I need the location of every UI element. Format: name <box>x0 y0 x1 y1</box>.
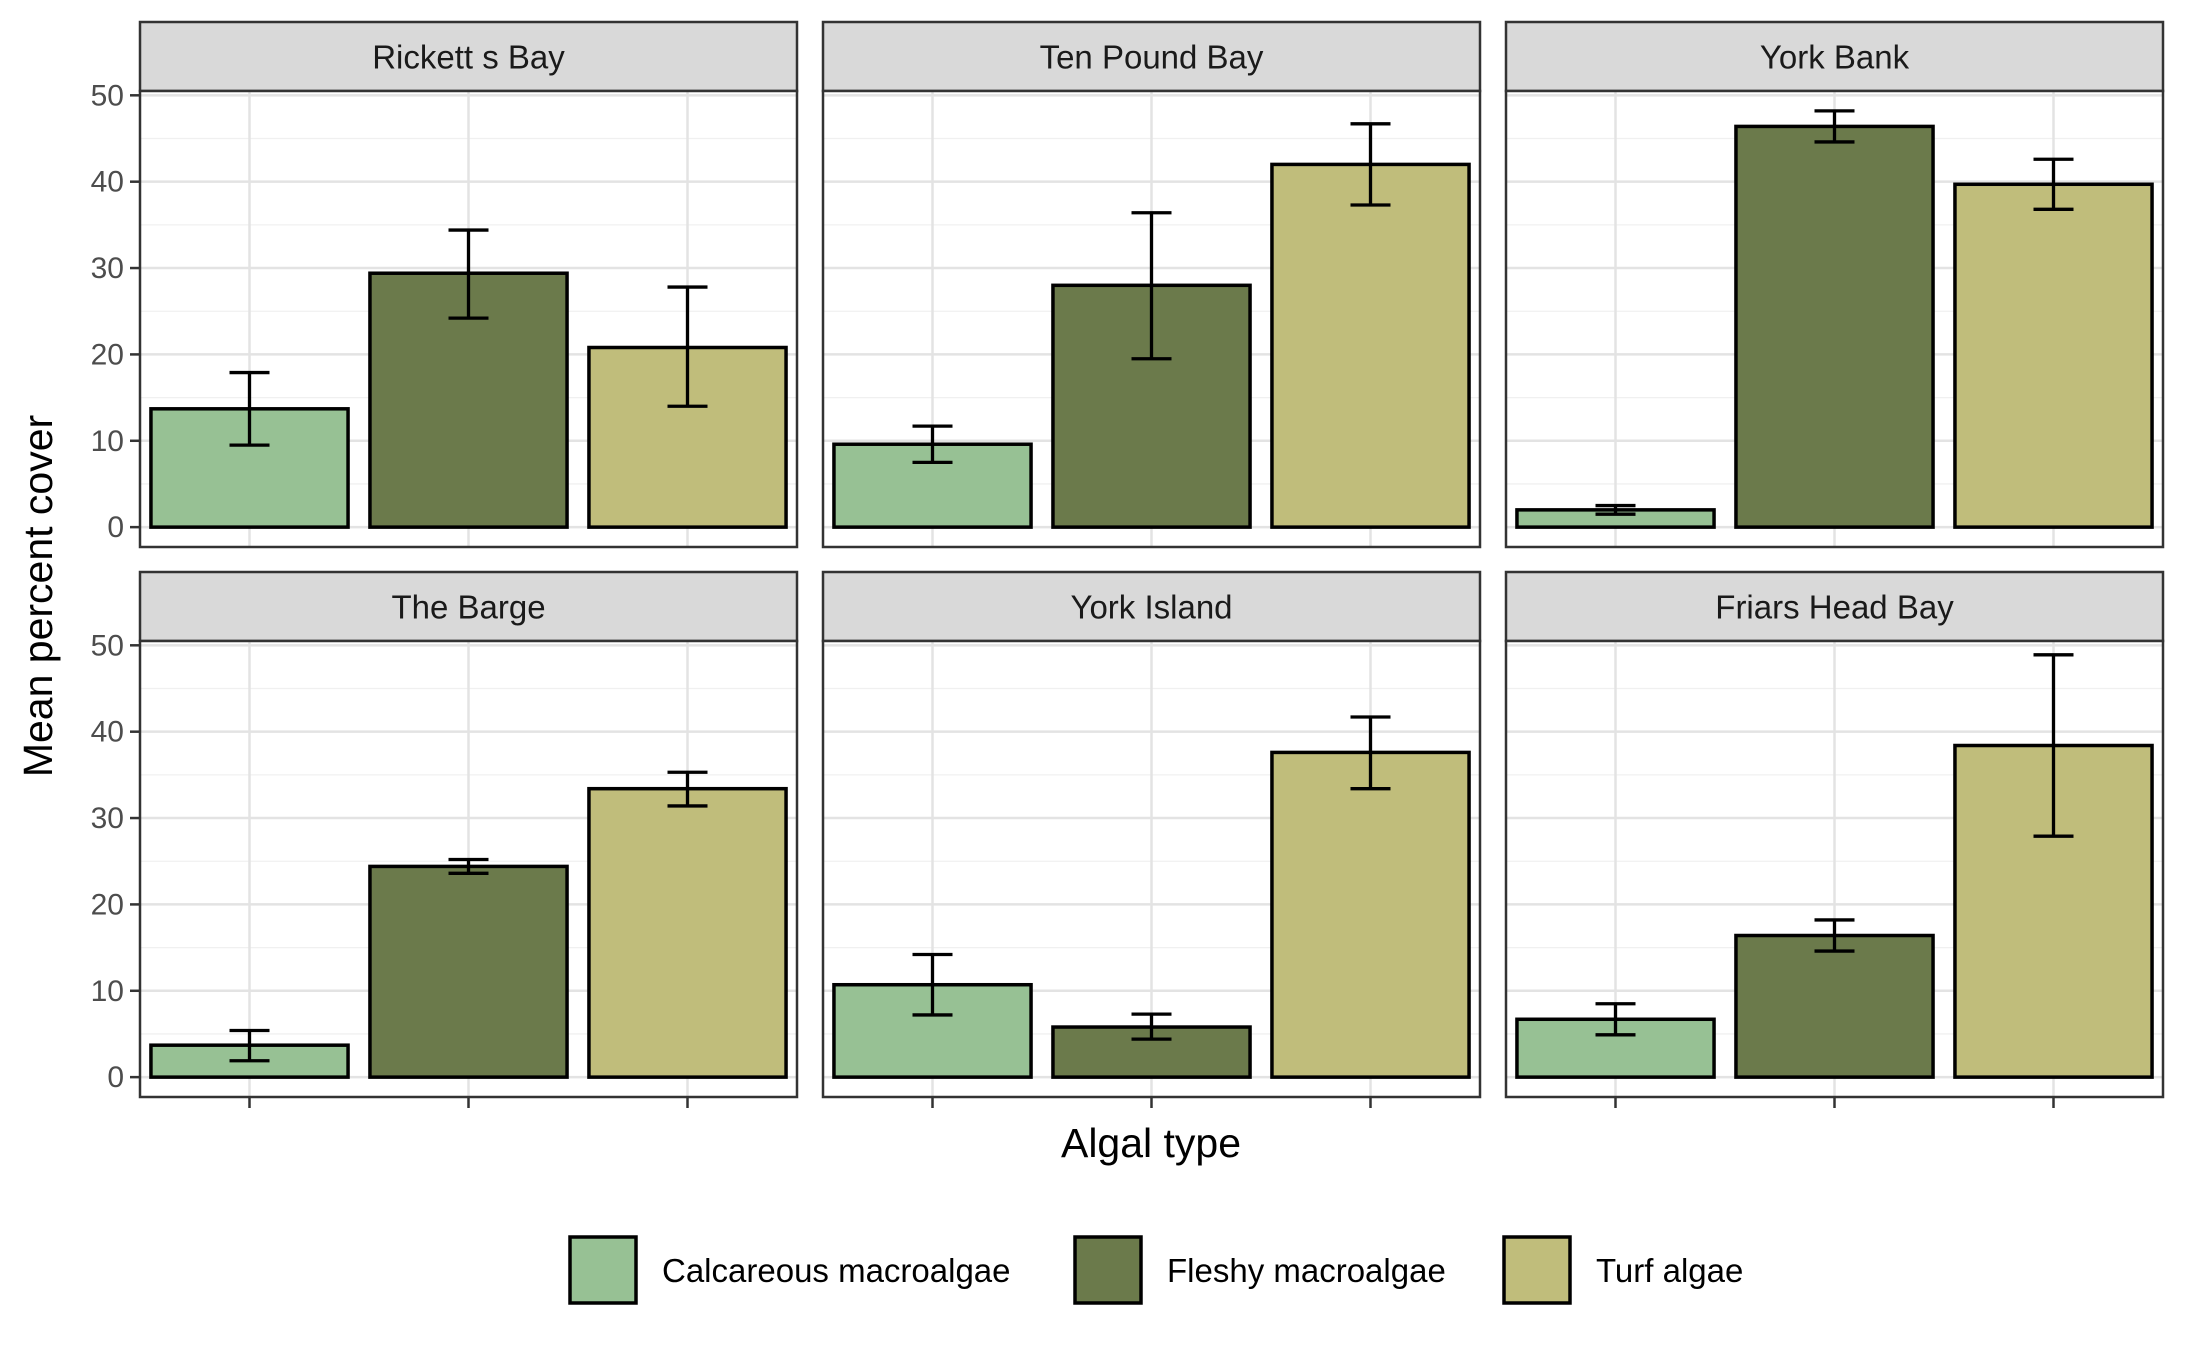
y-tick-label: 0 <box>107 511 124 544</box>
error-bar <box>229 1028 270 1063</box>
error-bar <box>229 370 270 447</box>
legend-key <box>1502 1235 1572 1305</box>
bar <box>1270 162 1471 529</box>
y-tick-label: 40 <box>91 166 124 199</box>
y-tick-label: 10 <box>91 975 124 1008</box>
facet-strip <box>1504 570 2165 643</box>
facet-panel: Friars Head Bay <box>1504 570 2165 1108</box>
error-bar <box>1350 715 1391 791</box>
x-axis-title: Algal type <box>1061 1120 1241 1166</box>
facet-title: The Barge <box>391 589 545 626</box>
legend-item: Fleshy macroalgae <box>1073 1235 1446 1305</box>
error-bar <box>912 424 953 465</box>
facet-strip <box>821 570 1482 643</box>
panel-border <box>138 89 799 549</box>
legend-key <box>1073 1235 1143 1305</box>
error-bar <box>1595 1002 1636 1037</box>
y-tick-label: 30 <box>91 802 124 835</box>
facet-strip <box>821 20 1482 93</box>
bar <box>1953 182 2154 529</box>
legend-item: Turf algae <box>1502 1235 1743 1305</box>
bar <box>1270 750 1471 1079</box>
error-bar <box>1131 211 1172 361</box>
facet-title: York Bank <box>1760 39 1910 76</box>
facet-panel: Rickett s Bay 0 10 20 30 40 50 <box>91 20 799 549</box>
y-tick-label: 50 <box>91 629 124 662</box>
legend-label: Fleshy macroalgae <box>1167 1252 1446 1289</box>
panel-border <box>821 89 1482 549</box>
bar <box>149 407 350 529</box>
error-bar <box>2033 157 2074 211</box>
legend-label: Calcareous macroalgae <box>662 1252 1011 1289</box>
legend-item: Calcareous macroalgae <box>568 1235 1011 1305</box>
facet-title: Ten Pound Bay <box>1040 39 1264 76</box>
facet-title: Rickett s Bay <box>372 39 565 76</box>
error-bar <box>448 228 489 320</box>
bar <box>1734 933 1935 1079</box>
error-bar <box>1350 122 1391 207</box>
error-bar <box>667 770 708 808</box>
error-bar <box>667 285 708 408</box>
facet-panel: Ten Pound Bay <box>821 20 1482 549</box>
error-bar <box>1131 1012 1172 1041</box>
y-tick-label: 20 <box>91 888 124 921</box>
error-bar <box>1814 918 1855 953</box>
y-tick-label: 0 <box>107 1061 124 1094</box>
facet-panel: York Bank <box>1504 20 2165 549</box>
error-bar <box>912 952 953 1017</box>
facet-panel: York Island <box>821 570 1482 1108</box>
legend-key <box>568 1235 638 1305</box>
y-tick-label: 10 <box>91 425 124 458</box>
error-bar <box>448 857 489 875</box>
error-bar <box>2033 653 2074 838</box>
y-axis-title: Mean percent cover <box>15 415 61 777</box>
facet-strip <box>138 570 799 643</box>
facet-title: Friars Head Bay <box>1715 589 1954 626</box>
panel-border <box>1504 89 2165 549</box>
facet-strip <box>138 20 799 93</box>
bar <box>1734 124 1935 529</box>
bar <box>587 786 788 1079</box>
chart-panels: Rickett s Bay 0 10 20 30 40 50 Ten Pound Bay Yor… <box>91 20 2165 1108</box>
y-tick-label: 50 <box>91 79 124 112</box>
y-tick-label: 20 <box>91 338 124 371</box>
legend: Calcareous macroalgae Fleshy macroalgae Tu… <box>568 1235 1743 1305</box>
facet-strip <box>1504 20 2165 93</box>
error-bar <box>1814 109 1855 144</box>
facet-panel: The Barge 0 10 20 30 40 50 <box>91 570 799 1108</box>
y-tick-label: 40 <box>91 716 124 749</box>
legend-label: Turf algae <box>1596 1252 1743 1289</box>
bar <box>368 864 569 1079</box>
facet-title: York Island <box>1070 589 1232 626</box>
error-bar <box>1595 503 1636 516</box>
y-tick-label: 30 <box>91 252 124 285</box>
